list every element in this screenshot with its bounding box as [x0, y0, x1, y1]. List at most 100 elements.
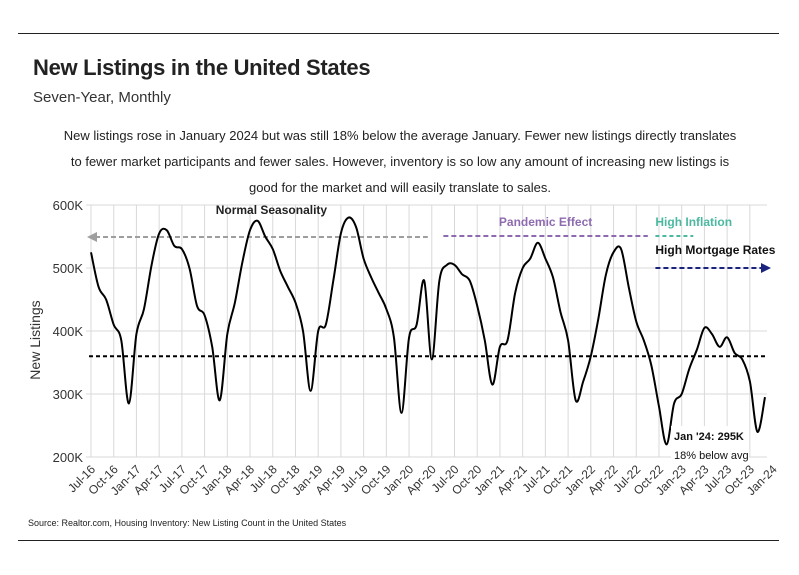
- data-point: [401, 412, 403, 414]
- normal-seasonality-label: Normal Seasonality: [216, 203, 328, 217]
- data-point: [597, 317, 599, 319]
- data-point: [658, 406, 660, 408]
- data-point: [469, 280, 471, 282]
- data-point: [741, 358, 743, 360]
- data-point: [287, 286, 289, 288]
- data-point: [499, 346, 501, 348]
- callout-latest-value: Jan '24: 295K: [674, 431, 744, 443]
- data-point: [454, 264, 456, 266]
- data-point: [279, 270, 281, 272]
- data-point: [582, 380, 584, 382]
- data-point: [590, 355, 592, 357]
- data-point: [514, 292, 516, 294]
- bottom-rule: [18, 540, 779, 541]
- data-point: [666, 443, 668, 445]
- data-point: [537, 242, 539, 244]
- data-point: [242, 261, 244, 263]
- data-point: [113, 324, 115, 326]
- data-point: [295, 302, 297, 304]
- chart-description: New listings rose in January 2024 but wa…: [63, 128, 737, 195]
- data-point: [484, 339, 486, 341]
- y-axis-label: New Listings: [27, 300, 43, 379]
- data-point: [431, 358, 433, 360]
- data-point: [719, 346, 721, 348]
- data-point: [711, 333, 713, 335]
- data-point: [446, 264, 448, 266]
- y-tick-label: 500K: [53, 261, 84, 276]
- data-point: [681, 393, 683, 395]
- pandemic-effect-label: Pandemic Effect: [499, 215, 592, 229]
- data-point: [507, 339, 509, 341]
- data-point: [378, 292, 380, 294]
- data-point: [226, 333, 228, 335]
- data-point: [529, 258, 531, 260]
- data-point: [385, 308, 387, 310]
- data-point: [522, 267, 524, 269]
- data-point: [249, 229, 251, 231]
- data-point: [688, 368, 690, 370]
- data-point: [643, 339, 645, 341]
- data-point: [620, 248, 622, 250]
- data-point: [355, 226, 357, 228]
- data-point: [120, 339, 122, 341]
- data-point: [211, 346, 213, 348]
- source-note: Source: Realtor.com, Housing Inventory: …: [28, 518, 347, 528]
- right-arrow-icon: [761, 263, 771, 273]
- data-point: [703, 327, 705, 329]
- data-point: [423, 280, 425, 282]
- grid-lines: [86, 204, 767, 458]
- data-point: [340, 232, 342, 234]
- data-point: [90, 251, 92, 253]
- chart-title: New Listings in the United States: [33, 55, 371, 80]
- y-tick-label: 300K: [53, 387, 84, 402]
- data-point: [128, 402, 130, 404]
- data-point: [196, 305, 198, 307]
- chart-subtitle: Seven-Year, Monthly: [33, 89, 171, 106]
- data-point: [476, 305, 478, 307]
- y-axis-ticks: 200K 300K 400K 500K 600K: [53, 198, 84, 465]
- y-tick-label: 200K: [53, 450, 84, 465]
- data-point: [272, 248, 274, 250]
- data-point: [696, 349, 698, 351]
- data-point: [348, 217, 350, 219]
- data-point: [726, 336, 728, 338]
- data-point: [173, 245, 175, 247]
- data-point: [544, 258, 546, 260]
- data-point: [575, 399, 577, 401]
- data-point: [219, 399, 221, 401]
- data-point: [135, 333, 137, 335]
- data-point: [158, 232, 160, 234]
- data-point: [613, 251, 615, 253]
- data-point: [317, 330, 319, 332]
- data-point: [151, 264, 153, 266]
- data-point: [370, 276, 372, 278]
- data-point: [552, 276, 554, 278]
- data-point: [491, 384, 493, 386]
- data-point: [393, 336, 395, 338]
- y-tick-label: 600K: [53, 198, 84, 213]
- data-point: [363, 258, 365, 260]
- high-inflation-label: High Inflation: [655, 215, 732, 229]
- data-point: [628, 286, 630, 288]
- data-point: [567, 339, 569, 341]
- left-arrow-icon: [87, 232, 97, 242]
- data-point: [204, 314, 206, 316]
- data-point: [98, 286, 100, 288]
- data-point: [560, 311, 562, 313]
- data-point: [438, 280, 440, 282]
- callout-background: [671, 426, 749, 464]
- data-point: [264, 236, 266, 238]
- data-point: [188, 267, 190, 269]
- callout-below-average: 18% below avg: [674, 450, 749, 462]
- data-point: [605, 273, 607, 275]
- data-point: [302, 330, 304, 332]
- data-point: [764, 396, 766, 398]
- data-point: [332, 280, 334, 282]
- y-tick-label: 400K: [53, 324, 84, 339]
- data-point: [257, 220, 259, 222]
- data-point: [408, 336, 410, 338]
- data-point: [143, 308, 145, 310]
- data-point: [166, 229, 168, 231]
- data-point: [325, 324, 327, 326]
